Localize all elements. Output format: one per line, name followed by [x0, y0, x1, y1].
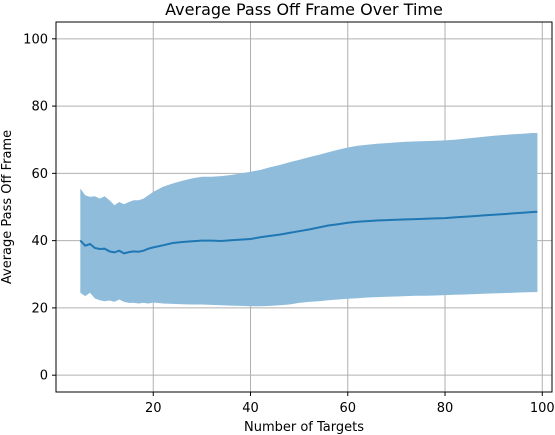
- x-tick-label: 100: [530, 401, 555, 416]
- y-tick-label: 80: [31, 100, 48, 115]
- y-tick-label: 40: [31, 234, 48, 249]
- y-axis-label: Average Pass Off Frame: [0, 130, 15, 284]
- y-tick-label: 0: [40, 369, 48, 384]
- chart-title: Average Pass Off Frame Over Time: [165, 0, 443, 19]
- x-tick-label: 40: [242, 401, 259, 416]
- x-tick-label: 20: [145, 401, 162, 416]
- plot-frame: [55, 21, 553, 393]
- y-tick-label: 60: [31, 167, 48, 182]
- x-tick-label: 60: [339, 401, 356, 416]
- confidence-band: [80, 133, 538, 307]
- y-tick-label: 20: [31, 301, 48, 316]
- series-line: [79, 210, 538, 255]
- x-tick-label: 80: [437, 401, 454, 416]
- y-tick-label: 100: [23, 32, 48, 47]
- axis-ticks: 20 40 60 80 100 0 20 40 60 80 100: [23, 32, 555, 416]
- x-axis-label: Number of Targets: [244, 420, 364, 435]
